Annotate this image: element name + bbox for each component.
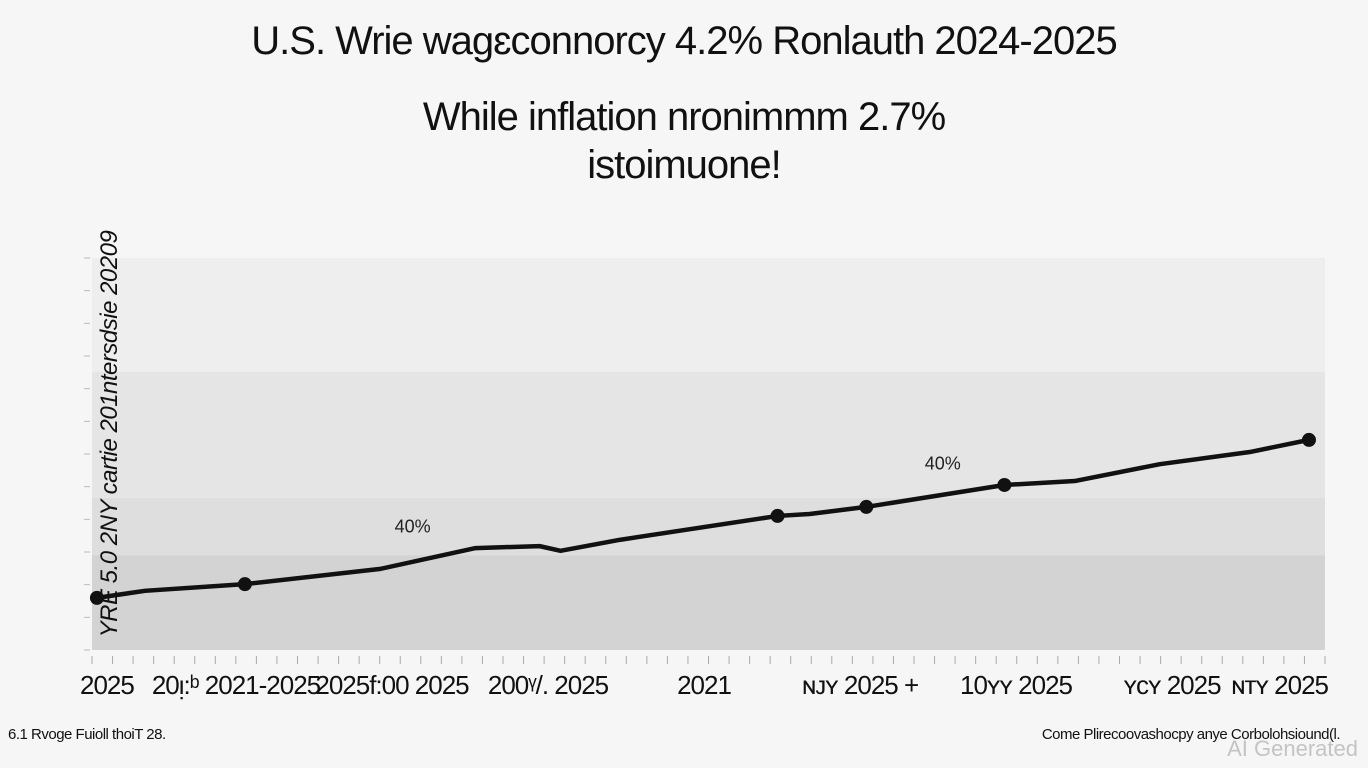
data-point xyxy=(997,477,1012,492)
data-point xyxy=(1301,432,1316,447)
chart-title-line-3: istoimuone! xyxy=(587,143,782,187)
data-point xyxy=(770,508,785,523)
x-tick-label: 2021 xyxy=(677,670,731,700)
x-tick-label: 2025f:00 2025 xyxy=(315,670,469,700)
annotation-label: 40% xyxy=(395,516,431,536)
watermark: AI Generated xyxy=(1227,736,1358,761)
data-point xyxy=(237,577,252,592)
band-3 xyxy=(92,258,1325,372)
annotation-label: 40% xyxy=(925,454,961,474)
x-tick-label: 2025 xyxy=(80,670,134,700)
x-tick-label: ʏᴄʏ 2025 xyxy=(1123,670,1221,700)
chart-title-line-1: U.S. Wrie wagɛconnorcy 4.2% Ronlauth 202… xyxy=(251,19,1117,63)
band-2 xyxy=(92,371,1325,498)
x-tick-label: ɴᴊʏ 2025 + xyxy=(802,670,918,700)
x-tick-label: ɴᴛʏ 2025 xyxy=(1231,670,1328,700)
footer-source: Come Plirecoovashocpy anye Corbolohsioun… xyxy=(1041,726,1341,743)
series-line-wages xyxy=(96,437,1310,601)
x-tick-label: 20ᴉ:ᵇ 2021-2025 xyxy=(152,670,321,700)
band-0 xyxy=(92,555,1325,650)
data-point xyxy=(89,590,104,605)
chart-title-line-2: While inflation nronimmm 2.7% xyxy=(422,95,946,139)
y-axis-label: YRE 5.0 2NY cartie 201ntersdsie 20209 xyxy=(96,230,123,638)
x-tick-label: 200ᵞ/. 2025 xyxy=(488,670,609,700)
footer-note: 6.1 Rvoge Fuioll thoiT 28. xyxy=(8,726,166,743)
x-tick-label: 10ʏʏ 2025 xyxy=(960,670,1073,700)
data-point xyxy=(859,499,874,514)
